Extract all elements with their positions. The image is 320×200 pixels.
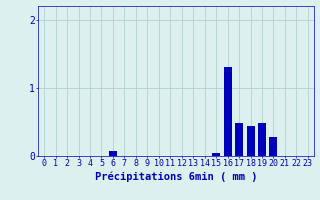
X-axis label: Précipitations 6min ( mm ): Précipitations 6min ( mm )	[95, 171, 257, 182]
Bar	[258, 123, 266, 156]
Bar	[109, 151, 117, 156]
Bar	[212, 153, 220, 156]
Bar	[224, 67, 232, 156]
Bar	[235, 123, 243, 156]
Bar	[246, 126, 254, 156]
Bar	[269, 137, 277, 156]
